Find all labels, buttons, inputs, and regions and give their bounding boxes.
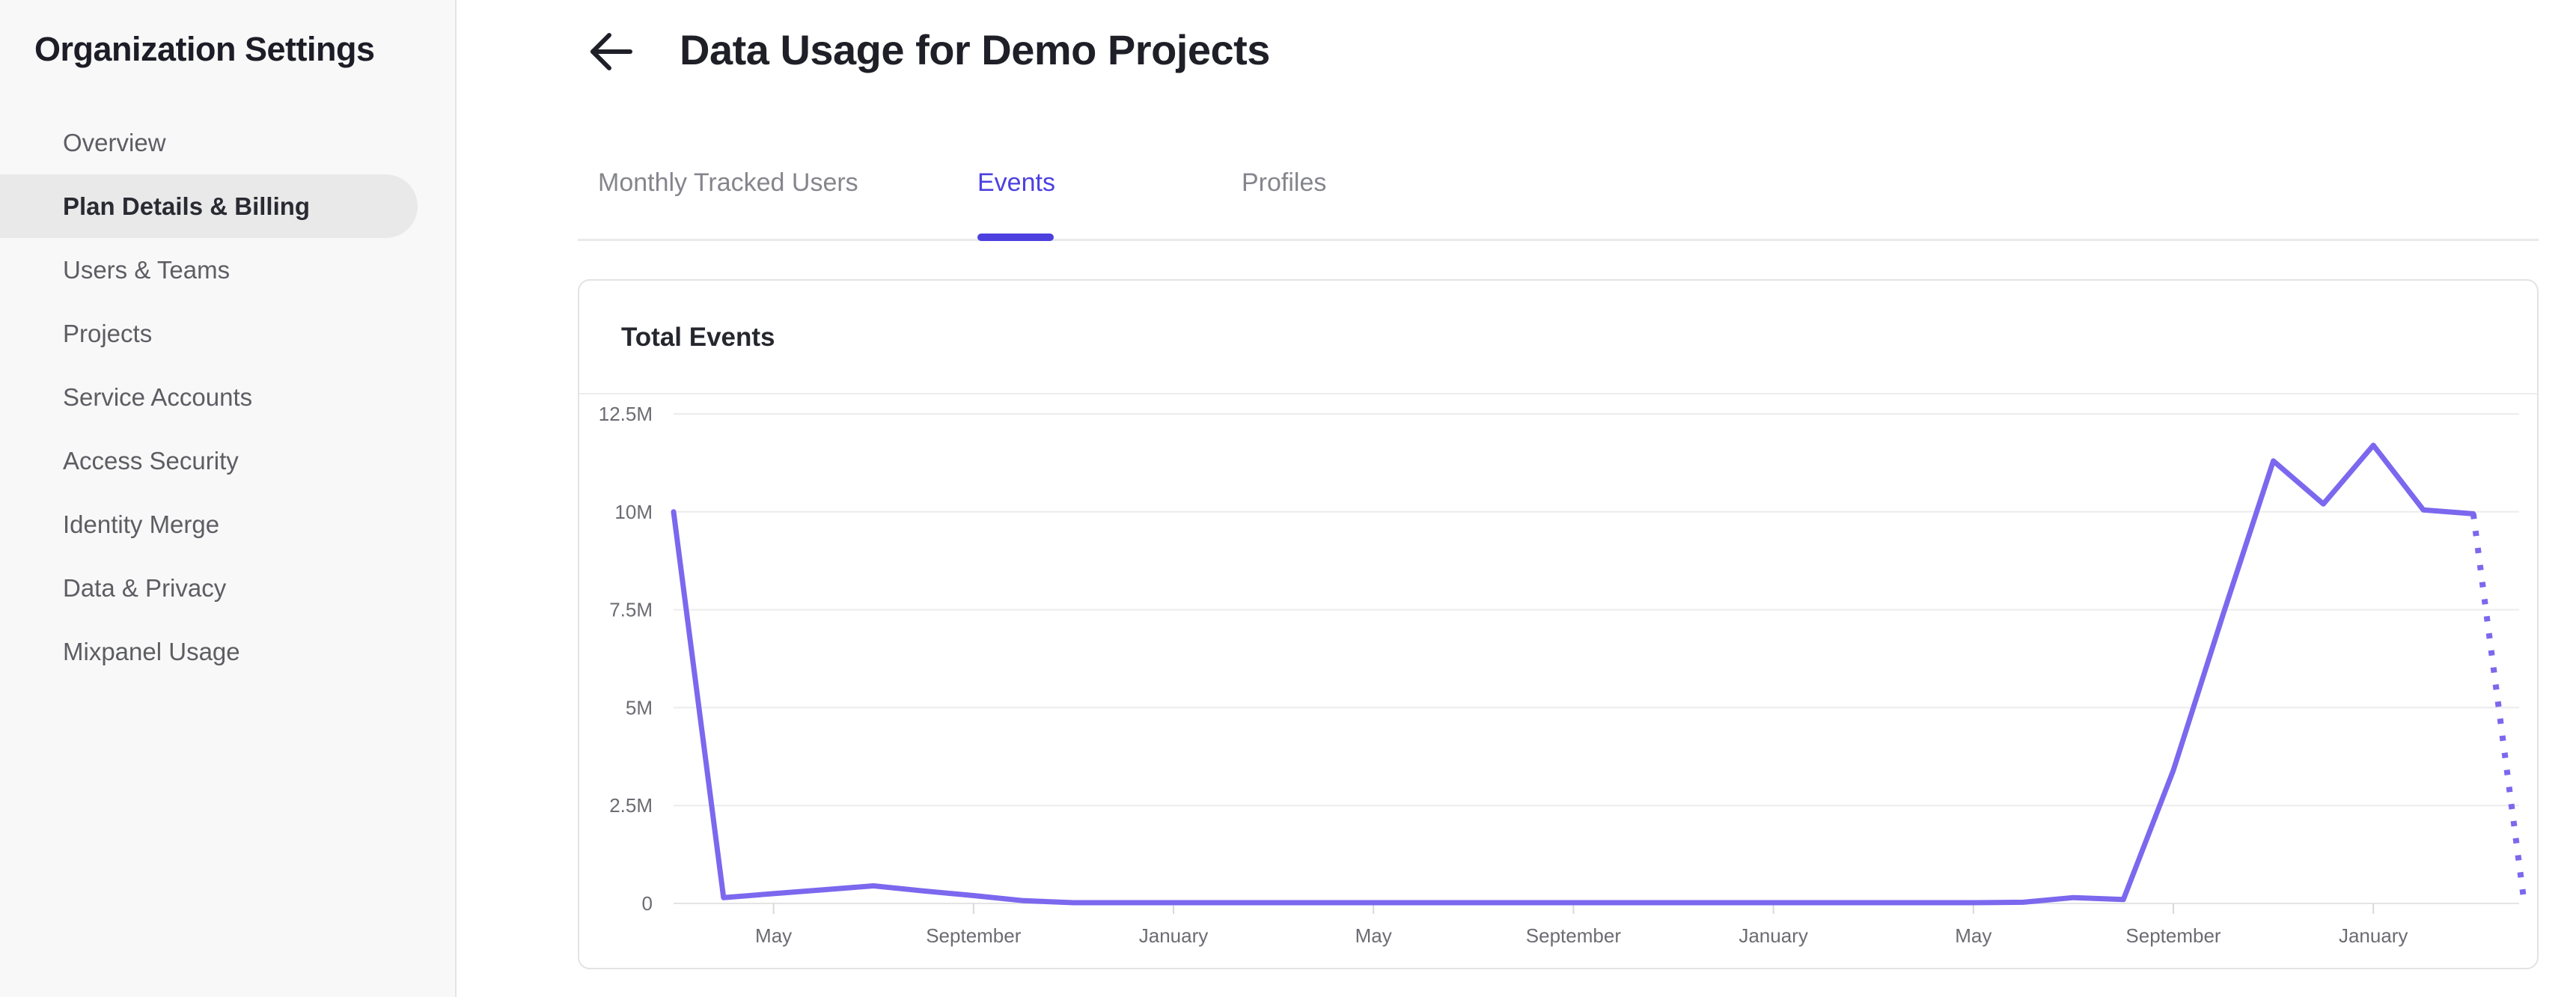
sidebar-title: Organization Settings <box>34 30 375 68</box>
tab-profiles[interactable]: Profiles <box>1242 168 1327 197</box>
sidebar-nav: Overview Plan Details & Billing Users & Te… <box>0 111 455 683</box>
y-axis-label-2.5M: 2.5M <box>609 794 653 817</box>
total-events-line <box>671 442 2476 906</box>
sidebar-item-mixpanel-usage[interactable]: Mixpanel Usage <box>63 638 240 665</box>
page-title: Data Usage for Demo Projects <box>680 26 1270 73</box>
sidebar-item-projects[interactable]: Projects <box>63 320 153 347</box>
card-divider <box>579 393 2537 394</box>
sidebar-item-plan-details-billing[interactable]: Plan Details & Billing <box>0 174 418 238</box>
sidebar-item-overview[interactable]: Overview <box>63 129 166 156</box>
x-axis-label-may: May <box>755 924 792 947</box>
tab-divider <box>578 239 2539 241</box>
events-line-chart: 12.5M 10M 7.5M 5M 2.5M 0 May September January Ma… <box>579 281 2537 968</box>
y-axis-label-5M: 5M <box>626 696 653 719</box>
sidebar: Organization Settings Overview Plan Detai… <box>0 0 457 997</box>
x-axis-label-january: January <box>2339 924 2408 947</box>
y-axis-label-12.5M: 12.5M <box>599 403 653 425</box>
sidebar-item-access-security[interactable]: Access Security <box>63 447 239 475</box>
total-events-projection-dotted <box>2470 513 2527 897</box>
total-events-card: Total Events 12.5M 10M 7.5M 5M 2.5M 0 May Septe… <box>578 279 2539 969</box>
sidebar-item-data-privacy[interactable]: Data & Privacy <box>63 574 227 602</box>
tab-monthly-tracked-users[interactable]: Monthly Tracked Users <box>598 168 858 197</box>
x-axis-label-september: September <box>2125 924 2221 947</box>
arrow-left-icon <box>590 33 632 70</box>
sidebar-item-service-accounts[interactable]: Service Accounts <box>63 383 253 411</box>
sidebar-item-users-teams[interactable]: Users & Teams <box>63 256 231 284</box>
x-axis-label-may: May <box>1955 924 1991 947</box>
x-axis-label-january: January <box>1139 924 1209 947</box>
sidebar-item-identity-merge[interactable]: Identity Merge <box>63 510 220 538</box>
y-axis-label-0: 0 <box>642 892 653 915</box>
y-axis-label-7.5M: 7.5M <box>609 599 653 621</box>
chart-svg: 12.5M 10M 7.5M 5M 2.5M 0 May September January Ma… <box>599 403 2527 947</box>
x-axis-label-january: January <box>1739 924 1808 947</box>
card-title: Total Events <box>621 323 775 352</box>
y-axis-label-10M: 10M <box>614 501 653 523</box>
tab-events[interactable]: Events <box>977 168 1055 197</box>
x-axis-label-may: May <box>1355 924 1392 947</box>
x-axis-label-september: September <box>926 924 1022 947</box>
back-button[interactable] <box>582 25 639 78</box>
x-axis-label-september: September <box>1526 924 1622 947</box>
active-tab-underline <box>977 234 1054 241</box>
